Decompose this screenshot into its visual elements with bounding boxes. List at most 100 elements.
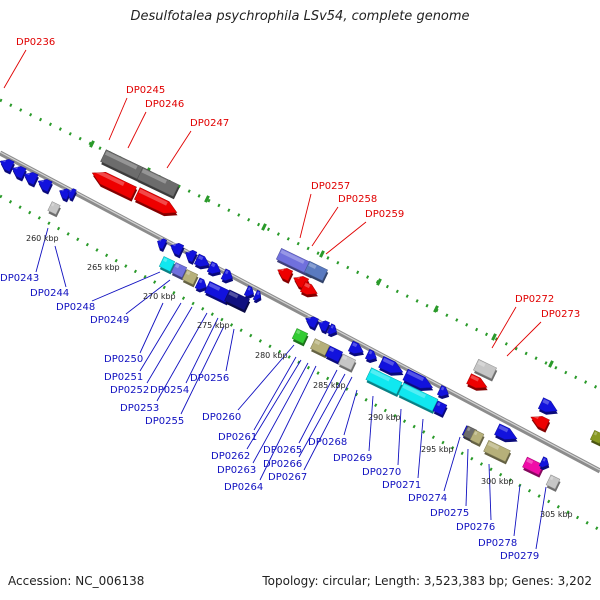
gene-label-dp0250[interactable]: DP0250 bbox=[104, 354, 143, 365]
gene-sheen bbox=[402, 384, 427, 399]
gene-feature bbox=[466, 373, 488, 391]
gene-label-dp0246[interactable]: DP0246 bbox=[145, 99, 184, 110]
gene-label-dp0270[interactable]: DP0270 bbox=[362, 467, 401, 478]
gene-body bbox=[23, 172, 39, 186]
leader-line bbox=[298, 373, 346, 458]
gene-body bbox=[193, 253, 210, 267]
gene-body bbox=[11, 166, 27, 180]
gene-body bbox=[291, 328, 309, 344]
gene-label-dp0254[interactable]: DP0254 bbox=[150, 385, 189, 396]
gene-label-dp0261[interactable]: DP0261 bbox=[218, 432, 257, 443]
leader-line bbox=[3, 49, 27, 89]
gene-sheen bbox=[141, 168, 167, 184]
kbp-label: 275 kbp bbox=[197, 321, 230, 330]
gene-label-dp0269[interactable]: DP0269 bbox=[333, 453, 372, 464]
gene-feature bbox=[530, 413, 551, 433]
gene-feature bbox=[11, 164, 27, 182]
gene-label-dp0252[interactable]: DP0252 bbox=[110, 385, 149, 396]
gene-sheen bbox=[247, 287, 251, 291]
gene-label-dp0257[interactable]: DP0257 bbox=[311, 181, 350, 192]
gene-label-dp0249[interactable]: DP0249 bbox=[90, 315, 129, 326]
gene-label-dp0258[interactable]: DP0258 bbox=[338, 194, 377, 205]
gene-sheen bbox=[280, 249, 305, 264]
gene-feature bbox=[37, 177, 53, 195]
leader-line bbox=[180, 325, 225, 415]
gene-sheen bbox=[382, 357, 395, 366]
gene-body bbox=[157, 238, 168, 250]
gene-body bbox=[436, 384, 449, 397]
gene-sheen bbox=[487, 441, 500, 450]
gene-label-dp0264[interactable]: DP0264 bbox=[224, 482, 263, 493]
leader-line bbox=[91, 271, 161, 302]
major-tick bbox=[89, 140, 95, 148]
gene-label-dp0273[interactable]: DP0273 bbox=[541, 309, 580, 320]
gene-body bbox=[47, 201, 61, 215]
leader-line bbox=[156, 312, 208, 402]
gene-label-dp0278[interactable]: DP0278 bbox=[478, 538, 517, 549]
gene-label-dp0243[interactable]: DP0243 bbox=[0, 273, 39, 284]
leader-line bbox=[35, 227, 49, 273]
gene-label-dp0255[interactable]: DP0255 bbox=[145, 416, 184, 427]
outer-dotted-track bbox=[0, 98, 600, 391]
dotted-tracks bbox=[0, 98, 600, 532]
gene-body bbox=[432, 400, 448, 416]
gene-feature bbox=[181, 269, 199, 288]
gene-label-dp0275[interactable]: DP0275 bbox=[430, 508, 469, 519]
gene-body bbox=[378, 356, 404, 374]
gene-label-dp0236[interactable]: DP0236 bbox=[16, 37, 55, 48]
leader-line bbox=[325, 221, 367, 255]
gene-feature bbox=[545, 474, 561, 492]
gene-sheen bbox=[158, 238, 162, 242]
gene-label-dp0276[interactable]: DP0276 bbox=[456, 522, 495, 533]
gene-body bbox=[537, 397, 558, 413]
gene-label-dp0274[interactable]: DP0274 bbox=[408, 493, 447, 504]
kbp-label: 265 kbp bbox=[87, 263, 120, 272]
gene-label-dp0251[interactable]: DP0251 bbox=[104, 372, 143, 383]
gene-sheen bbox=[198, 255, 204, 261]
gene-label-dp0259[interactable]: DP0259 bbox=[365, 209, 404, 220]
gene-label-dp0279[interactable]: DP0279 bbox=[500, 551, 539, 562]
kbp-label: 290 kbp bbox=[368, 413, 401, 422]
gene-body bbox=[304, 260, 328, 282]
gene-feature bbox=[185, 249, 198, 265]
gene-body bbox=[37, 179, 53, 193]
gene-label-dp0271[interactable]: DP0271 bbox=[382, 480, 421, 491]
gene-label-dp0272[interactable]: DP0272 bbox=[515, 294, 554, 305]
gene-feature bbox=[537, 397, 558, 415]
gene-label-dp0267[interactable]: DP0267 bbox=[268, 472, 307, 483]
gene-sheen bbox=[296, 329, 301, 335]
kbp-label: 295 kbp bbox=[421, 445, 454, 454]
gene-sheen bbox=[470, 375, 480, 382]
gene-sheen bbox=[477, 360, 486, 367]
gene-feature bbox=[589, 429, 600, 447]
gene-body bbox=[538, 456, 549, 468]
gene-body bbox=[318, 320, 331, 333]
gene-label-dp0245[interactable]: DP0245 bbox=[126, 85, 165, 96]
gene-body bbox=[185, 249, 198, 263]
gene-label-dp0266[interactable]: DP0266 bbox=[263, 459, 302, 470]
backbone-highlight bbox=[0, 151, 600, 471]
gene-label-dp0262[interactable]: DP0262 bbox=[211, 451, 250, 462]
gene-labels: DP0236 DP0245 DP0246 DP0247 DP0257 DP0258 DP02… bbox=[0, 37, 580, 562]
gene-label-dp0260[interactable]: DP0260 bbox=[202, 412, 241, 423]
gene-label-dp0265[interactable]: DP0265 bbox=[263, 445, 302, 456]
gene-label-dp0244[interactable]: DP0244 bbox=[30, 288, 69, 299]
gene-label-dp0263[interactable]: DP0263 bbox=[217, 465, 256, 476]
accession-text: Accession: NC_006138 bbox=[8, 574, 145, 588]
gene-label-dp0256[interactable]: DP0256 bbox=[190, 373, 229, 384]
gene-body bbox=[402, 368, 433, 389]
gene-feature bbox=[291, 328, 309, 347]
leader-line bbox=[417, 418, 424, 479]
major-tick bbox=[261, 223, 267, 231]
leader-line bbox=[108, 97, 128, 141]
major-tick bbox=[376, 278, 382, 286]
gene-feature bbox=[252, 289, 262, 304]
gene-sheen bbox=[304, 282, 311, 289]
gene-label-dp0247[interactable]: DP0247 bbox=[190, 118, 229, 129]
gene-label-dp0268[interactable]: DP0268 bbox=[308, 437, 347, 448]
gene-label-dp0248[interactable]: DP0248 bbox=[56, 302, 95, 313]
leader-line bbox=[298, 369, 338, 444]
gene-label-dp0253[interactable]: DP0253 bbox=[120, 403, 159, 414]
gene-feature bbox=[469, 429, 485, 447]
